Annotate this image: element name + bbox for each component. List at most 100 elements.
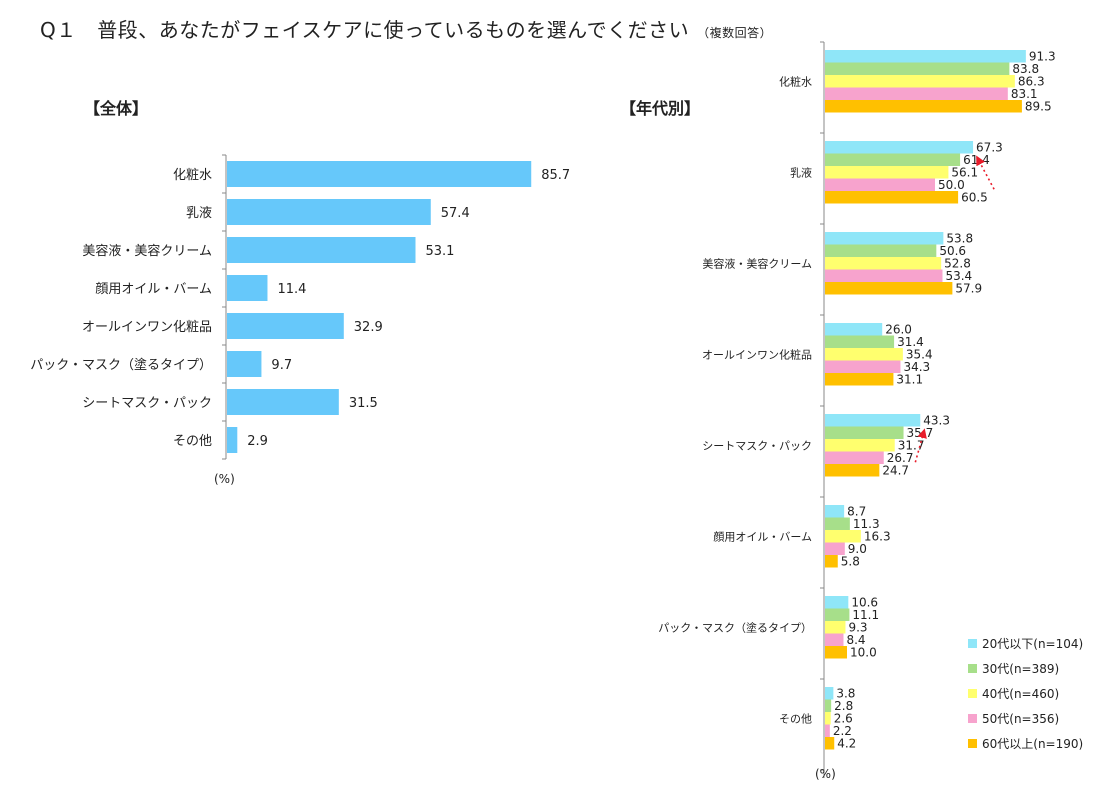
age-bar — [825, 505, 845, 518]
age-bar — [825, 269, 943, 282]
legend-label: 20代以下(n=104) — [982, 637, 1083, 651]
age-category-label: 化粧水 — [779, 74, 812, 88]
age-value-label: 34.3 — [903, 360, 930, 374]
age-value-label: 16.3 — [864, 530, 891, 544]
age-bar — [825, 464, 880, 477]
age-bar — [825, 323, 883, 336]
age-bar — [825, 646, 847, 659]
age-value-label: 52.8 — [944, 257, 971, 271]
legend-swatch — [968, 714, 977, 723]
trend-annotations — [914, 155, 995, 463]
age-bar — [825, 712, 831, 725]
overall-value-label: 31.5 — [349, 396, 378, 411]
overall-bar — [227, 161, 532, 187]
age-bar — [825, 737, 835, 750]
age-bar — [825, 178, 935, 191]
age-bar — [825, 62, 1010, 75]
age-value-label: 2.6 — [834, 712, 853, 726]
age-value-label: 2.8 — [834, 699, 853, 713]
age-value-label: 10.6 — [851, 596, 878, 610]
age-bar — [825, 530, 861, 543]
age-category-label: パック・マスク（塗るタイプ） — [658, 620, 812, 634]
overall-bar — [227, 237, 416, 263]
overall-bar — [227, 275, 268, 301]
age-value-label: 2.2 — [833, 724, 852, 738]
age-value-label: 9.0 — [848, 542, 867, 556]
age-bar — [825, 100, 1022, 113]
overall-value-label: 32.9 — [354, 320, 383, 335]
age-value-label: 24.7 — [882, 464, 909, 478]
legend-swatch — [968, 664, 977, 673]
age-category-label: 乳液 — [790, 165, 812, 179]
age-bar — [825, 348, 903, 361]
age-bar — [825, 621, 846, 634]
legend-label: 60代以上(n=190) — [982, 737, 1083, 751]
age-bar — [825, 608, 850, 621]
age-value-label: 53.4 — [945, 269, 972, 283]
overall-bar-chart: 化粧水 85.7 乳液 57.4 美容液・美容クリーム 53.1 顔用オイル・バーム 11.4… — [30, 154, 570, 486]
overall-bar — [227, 389, 339, 415]
age-value-label: 35.4 — [906, 348, 933, 362]
age-bar — [825, 426, 904, 439]
age-legend: 20代以下(n=104) 30代(n=389) 40代(n=460) 50代(n=35… — [968, 637, 1083, 751]
age-bar — [825, 724, 830, 737]
age-value-label: 56.1 — [951, 166, 978, 180]
age-value-label: 5.8 — [841, 555, 860, 569]
age-bar — [825, 373, 894, 386]
overall-value-label: 11.4 — [277, 282, 306, 297]
age-value-label: 26.0 — [885, 323, 912, 337]
legend-swatch — [968, 639, 977, 648]
legend-swatch — [968, 689, 977, 698]
legend-swatch — [968, 739, 977, 748]
age-bar — [825, 699, 832, 712]
age-bar — [825, 153, 961, 166]
trend-arrow — [976, 155, 995, 190]
overall-unit-label: (%) — [214, 472, 235, 486]
overall-value-label: 2.9 — [247, 434, 268, 449]
age-bar — [825, 542, 845, 555]
age-bar — [825, 257, 942, 270]
overall-category-label: 顔用オイル・バーム — [95, 282, 212, 297]
age-category-label: その他 — [779, 712, 812, 725]
age-bar — [825, 75, 1015, 88]
age-bar — [825, 282, 953, 295]
legend-label: 30代(n=389) — [982, 662, 1059, 676]
question-note: （複数回答） — [697, 26, 773, 40]
age-unit-label: (%) — [815, 767, 836, 781]
age-value-label: 60.5 — [961, 191, 988, 205]
age-value-label: 43.3 — [923, 414, 950, 428]
age-bar — [825, 50, 1026, 63]
age-value-label: 89.5 — [1025, 100, 1052, 114]
trend-arrow — [914, 428, 927, 463]
overall-bar — [227, 199, 431, 225]
age-value-label: 31.1 — [896, 373, 923, 387]
overall-category-label: 化粧水 — [173, 168, 212, 183]
age-value-label: 67.3 — [976, 141, 1003, 155]
age-bar — [825, 414, 921, 427]
age-value-label: 8.4 — [846, 633, 865, 647]
overall-bar — [227, 351, 262, 377]
age-bar — [825, 141, 974, 154]
overall-bar — [227, 427, 238, 453]
question-title: Q１ 普段、あなたがフェイスケアに使っているものを選んでください — [40, 18, 690, 42]
age-bar — [825, 596, 849, 609]
age-value-label: 86.3 — [1018, 75, 1045, 89]
legend-label: 40代(n=460) — [982, 687, 1059, 701]
overall-bar — [227, 313, 344, 339]
overall-category-label: シートマスク・パック — [82, 396, 212, 411]
age-value-label: 26.7 — [887, 451, 914, 465]
overall-category-label: 乳液 — [186, 206, 212, 221]
age-bar — [825, 166, 949, 179]
age-bar — [825, 244, 937, 257]
age-bar — [825, 633, 844, 646]
overall-value-label: 85.7 — [541, 168, 570, 183]
age-value-label: 50.6 — [939, 244, 966, 258]
overall-chart-title: 【全体】 — [84, 99, 149, 118]
age-category-label: オールインワン化粧品 — [702, 347, 812, 361]
age-bar — [825, 687, 834, 700]
age-bar — [825, 439, 895, 452]
age-value-label: 10.0 — [850, 646, 877, 660]
overall-category-label: パック・マスク（塗るタイプ） — [30, 357, 212, 373]
age-value-label: 53.8 — [946, 232, 973, 246]
